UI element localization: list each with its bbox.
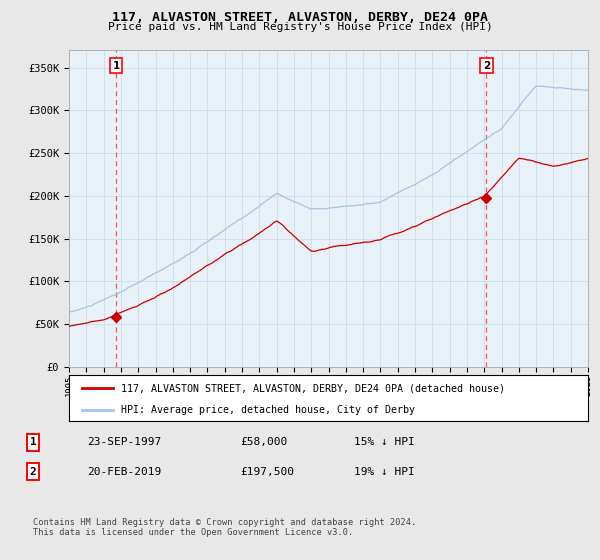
Text: 2: 2 [482,61,490,71]
Text: 117, ALVASTON STREET, ALVASTON, DERBY, DE24 0PA (detached house): 117, ALVASTON STREET, ALVASTON, DERBY, D… [121,383,505,393]
Text: 20-FEB-2019: 20-FEB-2019 [87,466,161,477]
Text: 19% ↓ HPI: 19% ↓ HPI [354,466,415,477]
Text: HPI: Average price, detached house, City of Derby: HPI: Average price, detached house, City… [121,405,415,414]
Text: 117, ALVASTON STREET, ALVASTON, DERBY, DE24 0PA: 117, ALVASTON STREET, ALVASTON, DERBY, D… [112,11,488,24]
Text: Contains HM Land Registry data © Crown copyright and database right 2024.
This d: Contains HM Land Registry data © Crown c… [33,518,416,538]
Text: £197,500: £197,500 [240,466,294,477]
Text: 23-SEP-1997: 23-SEP-1997 [87,437,161,447]
Text: £58,000: £58,000 [240,437,287,447]
Text: 2: 2 [29,466,37,477]
Text: 1: 1 [29,437,37,447]
Text: Price paid vs. HM Land Registry's House Price Index (HPI): Price paid vs. HM Land Registry's House … [107,22,493,32]
Text: 1: 1 [112,61,119,71]
Text: 15% ↓ HPI: 15% ↓ HPI [354,437,415,447]
